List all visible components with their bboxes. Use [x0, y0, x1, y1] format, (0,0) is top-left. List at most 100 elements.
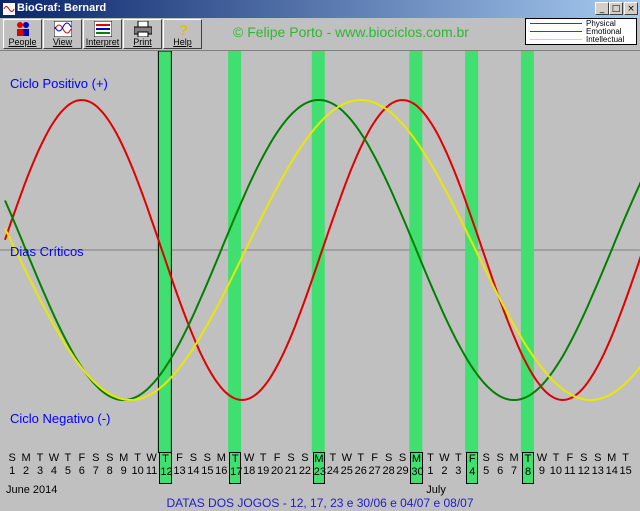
weekday-label: T	[329, 452, 337, 464]
day-number-label: 10	[131, 465, 144, 477]
close-button[interactable]: ×	[624, 2, 638, 15]
day-cell: F 11	[564, 452, 576, 477]
day-cell: S 12	[578, 452, 590, 477]
day-cell: T 10	[550, 452, 562, 477]
day-cell: M 23	[312, 452, 326, 484]
day-cell: T 24	[327, 452, 339, 477]
day-number-label: 25	[340, 465, 353, 477]
title-bar: BioGraf: Bernard _ □ ×	[0, 0, 640, 18]
weekday-label: W	[48, 452, 60, 464]
month-label: June 2014	[6, 484, 58, 496]
weekday-label: T	[259, 452, 267, 464]
day-number-label: 2	[23, 465, 30, 477]
day-number-label: 19	[256, 465, 270, 477]
day-cell: W 25	[341, 452, 353, 477]
day-cell: T 12	[159, 452, 173, 484]
maximize-button[interactable]: □	[609, 2, 623, 15]
weekday-label: T	[552, 452, 560, 464]
day-number-label: 9	[120, 465, 127, 477]
weekday-label: T	[454, 452, 462, 464]
day-number-label: 13	[173, 465, 186, 477]
weekday-label: T	[427, 452, 434, 464]
day-number-label: 3	[36, 465, 44, 477]
view-button[interactable]: View	[43, 19, 82, 49]
weekday-label: M	[216, 452, 226, 464]
minimize-button[interactable]: _	[595, 2, 609, 15]
day-number-label: 5	[483, 465, 490, 477]
game-day-highlight	[228, 51, 242, 453]
day-number-label: 16	[215, 465, 228, 477]
series-physical	[4, 99, 640, 402]
weekday-label: S	[482, 452, 490, 464]
day-cell: M 14	[606, 452, 618, 477]
people-icon	[17, 22, 29, 36]
day-cell: F 27	[369, 452, 381, 477]
weekday-label: S	[92, 452, 100, 464]
critical-days-label: Dias Críticos	[10, 244, 84, 259]
day-number-label: 1	[9, 465, 16, 477]
day-cell: T 10	[131, 452, 144, 477]
month-label: July	[426, 484, 446, 496]
day-cell: S 15	[201, 452, 213, 477]
help-button[interactable]: ? Help	[163, 19, 202, 49]
day-number-label: 12	[160, 466, 173, 478]
weekday-label: F	[371, 452, 379, 464]
day-cell: W 11	[145, 452, 157, 477]
print-button[interactable]: Print	[123, 19, 162, 49]
day-axis: S 1 M 2 T 3 W 4 T 5 F 6 S 7 S 8 M 9 T 10 W 11 T 12 F 13 S 14 S 15 M 16 T…	[0, 452, 640, 484]
weekday-label: T	[36, 452, 44, 464]
series-emotional	[4, 99, 640, 401]
day-number-label: 30	[411, 466, 424, 478]
interpret-button[interactable]: Interpret	[83, 19, 122, 49]
game-day-highlight	[409, 51, 423, 453]
day-cell: S 29	[396, 452, 408, 477]
weekday-label: S	[496, 452, 504, 464]
chart-canvas	[0, 51, 640, 453]
people-button[interactable]: People	[3, 19, 42, 49]
weekday-label: F	[176, 452, 183, 464]
biorhythm-chart[interactable]: Ciclo Positivo (+) Dias Críticos Ciclo N…	[0, 50, 640, 453]
day-cell: F 20	[271, 452, 283, 477]
day-number-label: 28	[382, 465, 395, 477]
weekday-label: F	[78, 452, 86, 464]
weekday-label: S	[594, 452, 602, 464]
day-number-label: 23	[313, 466, 326, 478]
day-number-label: 6	[78, 465, 85, 477]
weekday-label: T	[134, 452, 141, 464]
weekday-label: W	[439, 452, 450, 464]
svg-text:?: ?	[179, 22, 188, 37]
day-cell: S 13	[592, 452, 604, 477]
day-number-label: 14	[187, 465, 200, 477]
day-number-label: 15	[619, 465, 632, 477]
day-number-label: 29	[396, 465, 409, 477]
day-cell: T 19	[257, 452, 269, 477]
day-number-label: 27	[368, 465, 381, 477]
legend-swatch-intellectual	[530, 39, 582, 41]
day-cell: W 18	[243, 452, 255, 477]
day-number-label: 9	[538, 465, 546, 477]
day-number-label: 11	[145, 465, 158, 477]
day-number-label: 1	[427, 465, 434, 477]
weekday-label: S	[8, 452, 16, 464]
app-icon	[3, 3, 15, 15]
weekday-label: W	[536, 452, 548, 464]
weekday-label: S	[287, 452, 295, 464]
print-icon	[134, 21, 152, 37]
day-number-label: 11	[564, 465, 576, 477]
day-number-label: 18	[243, 465, 256, 477]
weekday-label: M	[314, 453, 324, 465]
day-cell: S 22	[299, 452, 311, 477]
day-number-label: 13	[591, 465, 604, 477]
weekday-label: T	[622, 452, 630, 464]
weekday-label: F	[566, 452, 574, 464]
